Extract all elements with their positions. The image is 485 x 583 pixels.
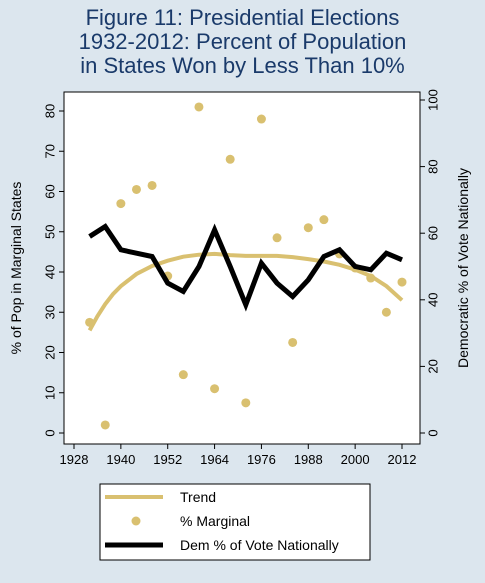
marginal-point (178, 370, 188, 380)
x-tick-label: 1952 (153, 452, 182, 467)
y-right-tick-label: 40 (426, 293, 441, 307)
marginal-point (147, 180, 157, 190)
marginal-point (241, 398, 251, 408)
y-left-tick-label: 70 (43, 144, 58, 158)
dem-vote-line (88, 223, 403, 312)
marginal-point (366, 273, 376, 283)
marginal-point (397, 277, 407, 287)
y-right-tick-label: 100 (426, 89, 441, 111)
x-tick-label: 2012 (388, 452, 417, 467)
y-left-tick-label: 30 (43, 305, 58, 319)
legend-label: Dem % of Vote Nationally (180, 537, 339, 553)
x-tick-label: 2000 (341, 452, 370, 467)
chart-title-line: in States Won by Less Than 10% (80, 53, 405, 78)
marginal-point (288, 337, 298, 347)
marginal-point (381, 307, 391, 317)
marginal-point (194, 102, 204, 112)
y-left-tick-label: 20 (43, 345, 58, 359)
y-right-axis-label: Democratic % of Vote Nationally (455, 168, 471, 368)
y-right-tick-label: 60 (426, 226, 441, 240)
legend-swatch-point (131, 516, 141, 526)
marginal-point (100, 420, 110, 430)
marginal-point (210, 384, 220, 394)
marginal-point (272, 233, 282, 243)
y-right-tick-label: 20 (426, 359, 441, 373)
y-left-tick-label: 60 (43, 184, 58, 198)
y-left-tick-label: 40 (43, 265, 58, 279)
marginal-point (116, 199, 126, 209)
trend-line (87, 251, 404, 332)
marginal-point (303, 223, 313, 233)
y-left-tick-label: 10 (43, 386, 58, 400)
chart-title-line: 1932-2012: Percent of Population (78, 29, 407, 54)
legend-label: Trend (180, 489, 216, 505)
legend-label: % Marginal (180, 513, 250, 529)
y-left-axis-label: % of Pop in Marginal States (8, 182, 24, 355)
x-tick-label: 1940 (106, 452, 135, 467)
marginal-point (225, 154, 235, 164)
marginal-point (131, 184, 141, 194)
x-tick-label: 1964 (200, 452, 229, 467)
chart-title-line: Figure 11: Presidential Elections (85, 5, 400, 30)
y-right-tick-label: 80 (426, 159, 441, 173)
marginal-point (256, 114, 266, 124)
marginal-point (85, 317, 95, 327)
x-tick-label: 1976 (247, 452, 276, 467)
chart-title: Figure 11: Presidential Elections 1932-2… (0, 6, 485, 78)
x-tick-label: 1928 (60, 452, 89, 467)
x-tick-label: 1988 (294, 452, 323, 467)
y-left-tick-label: 80 (43, 104, 58, 118)
marginal-point (319, 215, 329, 225)
y-right-tick-label: 0 (426, 429, 441, 436)
y-left-tick-label: 50 (43, 225, 58, 239)
y-left-tick-label: 0 (43, 429, 58, 436)
